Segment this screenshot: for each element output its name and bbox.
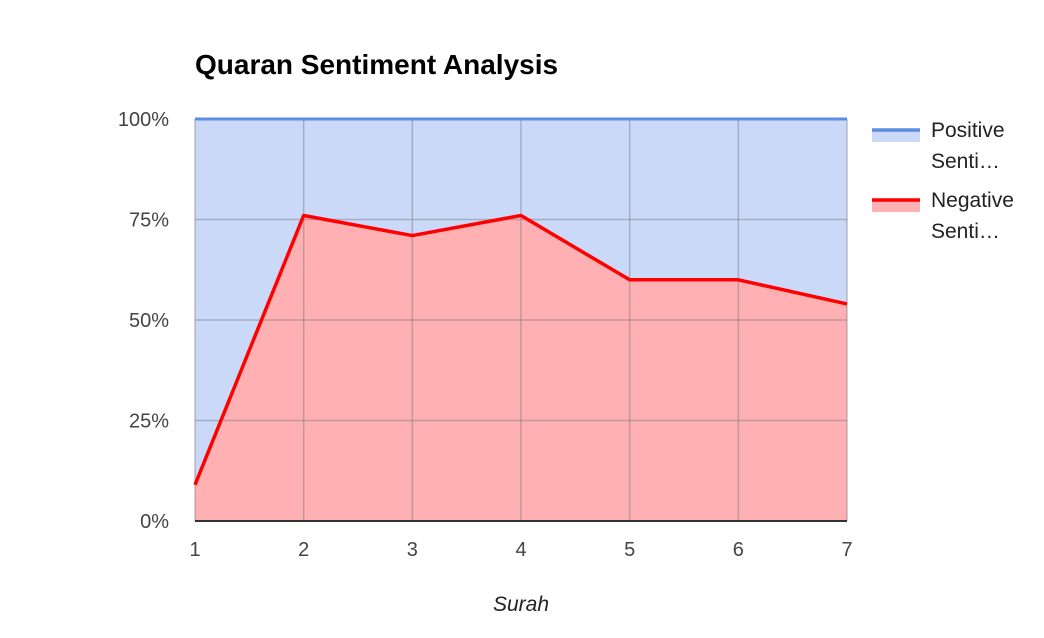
- x-tick-label: 7: [841, 539, 852, 561]
- y-tick-label: 75%: [129, 210, 169, 232]
- legend-label: Senti…: [931, 150, 1000, 173]
- legend-label: Positive: [931, 119, 1005, 142]
- y-tick-label: 100%: [118, 109, 169, 131]
- negative-sentiment-line: [193, 213, 848, 486]
- x-axis-title: Surah: [493, 593, 549, 616]
- plot-area: [193, 117, 848, 522]
- x-tick-label: 1: [189, 539, 200, 561]
- y-tick-label: 25%: [129, 411, 169, 433]
- legend-item: Positive Senti…: [872, 119, 1005, 173]
- x-tick-label: 5: [624, 539, 635, 561]
- x-axis-tick-labels: 1 2 3 4 5 6 7: [189, 539, 852, 561]
- legend: Positive Senti… Negative Senti…: [872, 119, 1014, 243]
- x-tick-label: 6: [733, 539, 744, 561]
- y-tick-label: 0%: [140, 511, 169, 533]
- x-tick-label: 4: [515, 539, 526, 561]
- legend-swatch-fill: [872, 200, 920, 212]
- legend-item: Negative Senti…: [872, 189, 1014, 243]
- y-axis-tick-labels: 0% 25% 50% 75% 100%: [118, 109, 169, 533]
- legend-swatch-fill: [872, 130, 920, 142]
- chart-title: Quaran Sentiment Analysis: [195, 49, 558, 80]
- y-tick-label: 50%: [129, 310, 169, 332]
- legend-label: Negative: [931, 189, 1014, 212]
- legend-label: Senti…: [931, 220, 1000, 243]
- positive-sentiment-area: [195, 119, 847, 485]
- x-tick-label: 2: [298, 539, 309, 561]
- negative-sentiment-area: [195, 215, 847, 522]
- x-tick-label: 3: [407, 539, 418, 561]
